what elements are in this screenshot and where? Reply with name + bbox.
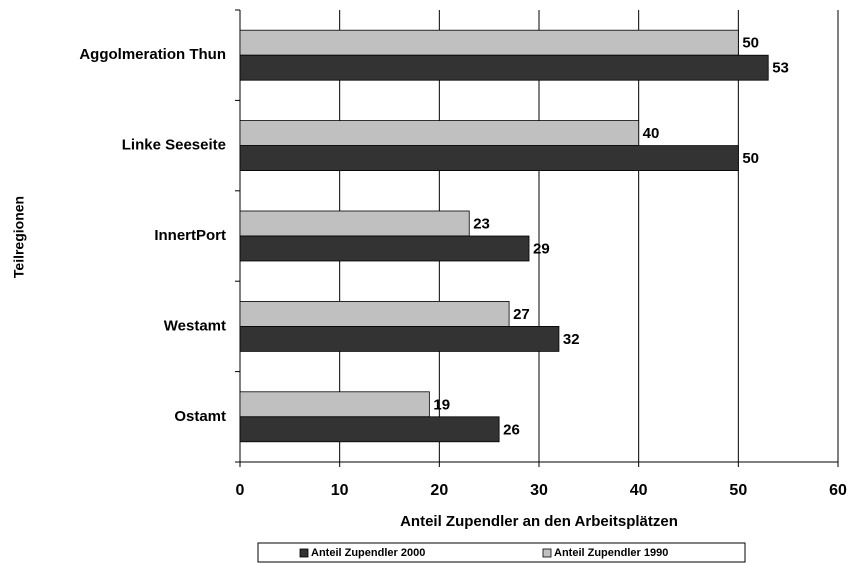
data-label: 32 [563, 331, 580, 348]
bar [239, 29, 739, 56]
x-tick-label: 0 [236, 482, 245, 499]
bar [239, 210, 470, 237]
data-label: 50 [742, 35, 759, 52]
x-tick-label: 50 [729, 482, 747, 499]
legend-label: Anteil Zupendler 1990 [554, 547, 668, 559]
y-tick-label: Ostamt [174, 408, 226, 425]
bar [239, 235, 530, 262]
bar [239, 416, 500, 443]
x-tick-label: 10 [331, 482, 349, 499]
legend-box [257, 542, 746, 563]
data-label: 40 [643, 125, 660, 142]
data-label: 53 [772, 60, 789, 77]
x-tick-label: 20 [430, 482, 448, 499]
y-tick-label: Westamt [164, 317, 226, 334]
x-tick-label: 30 [530, 482, 548, 499]
bar [239, 120, 640, 146]
y-axis-label: Teilregionen [11, 196, 27, 278]
data-label: 19 [433, 396, 450, 413]
data-label: 26 [503, 421, 520, 438]
legend-swatch [299, 548, 309, 558]
bar [239, 54, 769, 81]
bar [239, 300, 510, 327]
x-tick-label: 60 [829, 482, 847, 499]
bar [239, 145, 739, 172]
y-tick-label: InnertPort [154, 227, 226, 244]
data-label: 27 [513, 306, 530, 323]
bar [239, 325, 560, 352]
legend-swatch [542, 548, 552, 558]
y-tick-label: Linke Seeseite [122, 137, 226, 154]
data-label: 23 [473, 215, 490, 232]
data-label: 50 [742, 150, 759, 167]
bar [239, 391, 430, 418]
data-label: 29 [533, 240, 550, 257]
x-axis-label: Anteil Zupendler an den Arbeitsplätzen [400, 513, 678, 530]
x-tick-label: 40 [630, 482, 648, 499]
y-tick-label: Aggolmeration Thun [79, 46, 226, 63]
legend-label: Anteil Zupendler 2000 [311, 547, 425, 559]
